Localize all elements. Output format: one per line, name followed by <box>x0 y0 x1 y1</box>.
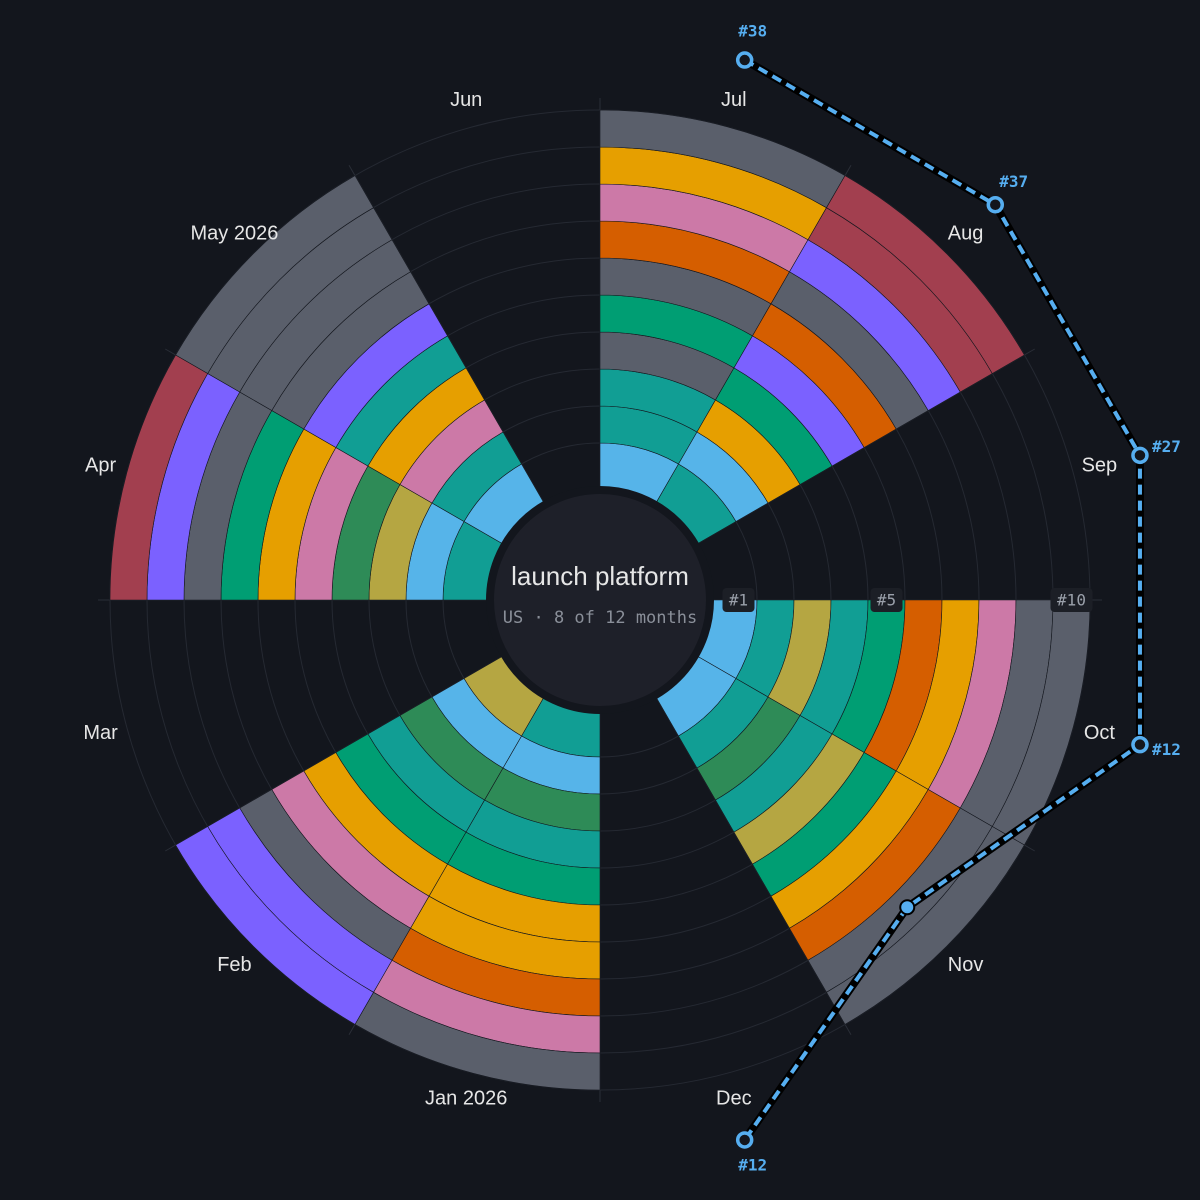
overlay: Jul Aug Sep Oct Nov Dec Jan 2026 Feb Mar Apr May 2… <box>83 22 1180 1175</box>
month-label: Oct <box>1084 722 1116 744</box>
rank-point-label: #38 <box>738 22 767 41</box>
rank-tick-label: #10 <box>1057 591 1086 610</box>
month-label: Sep <box>1082 454 1118 476</box>
rank-tick-label: #1 <box>729 591 748 610</box>
chart-subtitle: US · 8 of 12 months <box>503 608 697 628</box>
center-disc <box>486 486 714 714</box>
month-label: Jul <box>721 89 747 111</box>
rank-tick-bg <box>870 588 903 612</box>
rank-tick-label: #5 <box>877 591 896 610</box>
month-label: Dec <box>716 1088 752 1110</box>
rank-tick-bg <box>1050 588 1093 612</box>
rank-point <box>735 1131 754 1149</box>
rank-cell <box>826 175 1025 374</box>
rank-cell <box>826 826 1025 1025</box>
rank-point <box>1131 446 1149 465</box>
rank-point <box>735 51 754 69</box>
rank-tick: #5 <box>870 588 903 612</box>
rank-point <box>1131 735 1149 754</box>
rank-tick: #10 <box>1050 588 1093 612</box>
month-label: Nov <box>948 954 984 976</box>
month-label: Aug <box>948 223 984 245</box>
cells <box>109 109 1091 1091</box>
rank-point-label: #27 <box>1152 437 1181 456</box>
month-label: May 2026 <box>191 223 279 245</box>
month-label: Mar <box>83 722 118 744</box>
rank-point-label: #12 <box>738 1155 767 1174</box>
month-label: Jun <box>450 89 482 111</box>
rank-point <box>899 899 916 916</box>
chart-title: launch platform <box>511 561 689 591</box>
rank-tick-bg <box>722 588 755 612</box>
rank-point <box>986 195 1005 214</box>
rank-tick: #1 <box>722 588 755 612</box>
rank-cell <box>175 175 374 374</box>
month-label: Jan 2026 <box>425 1088 507 1110</box>
rank-line <box>743 58 1142 1142</box>
month-label: Apr <box>85 454 116 476</box>
month-label: Feb <box>217 954 251 976</box>
rank-point-label: #37 <box>999 172 1028 191</box>
rank-point-label: #12 <box>1152 740 1181 759</box>
rank-cell <box>175 826 374 1025</box>
